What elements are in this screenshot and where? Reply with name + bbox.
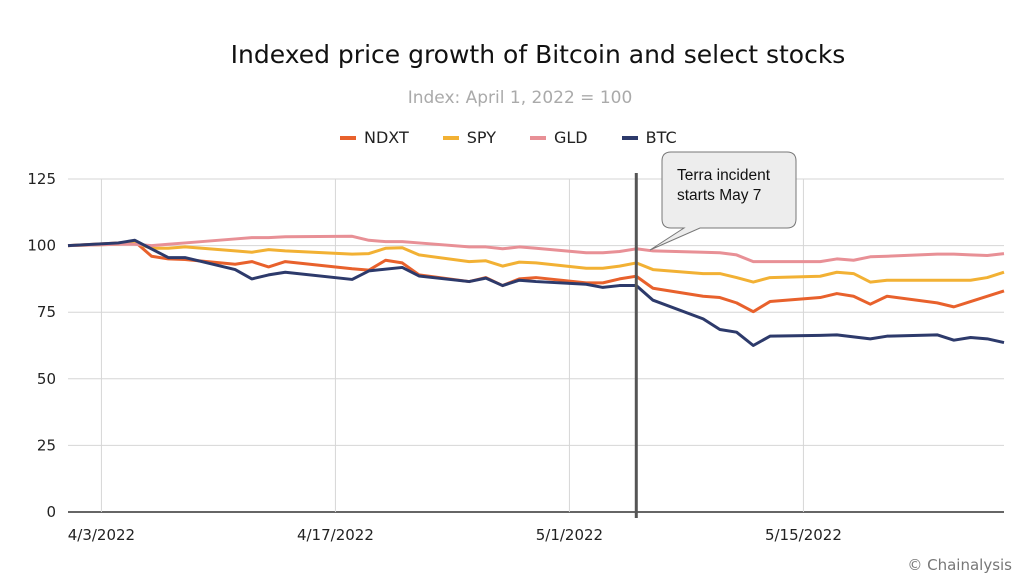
legend-item-spy: SPY — [442, 128, 496, 147]
y-tick-label: 50 — [37, 370, 56, 388]
y-tick-label: 25 — [37, 436, 56, 454]
legend: NDXT SPY GLD BTC — [340, 128, 677, 147]
series-line-gld — [67, 234, 1005, 264]
copyright: © Chainalysis — [907, 556, 1012, 574]
annotation-callout: Terra incident starts May 7 — [677, 167, 771, 204]
y-tick-label: 75 — [37, 303, 56, 321]
x-tick-label: 5/1/2022 — [536, 526, 603, 544]
legend-swatch — [529, 135, 546, 140]
x-tick-label: 4/17/2022 — [297, 526, 374, 544]
legend-item-ndxt: NDXT — [340, 128, 409, 147]
legend-swatch — [340, 135, 356, 140]
y-tick-label: 0 — [46, 503, 56, 521]
series-line-spy — [67, 241, 1005, 284]
y-tick-label: 100 — [27, 237, 56, 255]
legend-swatch — [442, 135, 459, 140]
legend-item-gld: GLD — [529, 128, 588, 147]
series-line-ndxt — [67, 240, 1005, 314]
legend-swatch — [621, 135, 638, 140]
x-tick-label: 4/3/2022 — [68, 526, 135, 544]
legend-item-btc: BTC — [621, 128, 677, 147]
y-tick-label: 125 — [27, 170, 56, 188]
chart-subtitle: Index: April 1, 2022 = 100 — [407, 88, 633, 108]
series-line-btc — [67, 238, 1005, 347]
callout-bubble — [649, 151, 797, 251]
x-tick-label: 5/15/2022 — [765, 526, 842, 544]
chart-title: Indexed price growth of Bitcoin and sele… — [230, 40, 846, 69]
